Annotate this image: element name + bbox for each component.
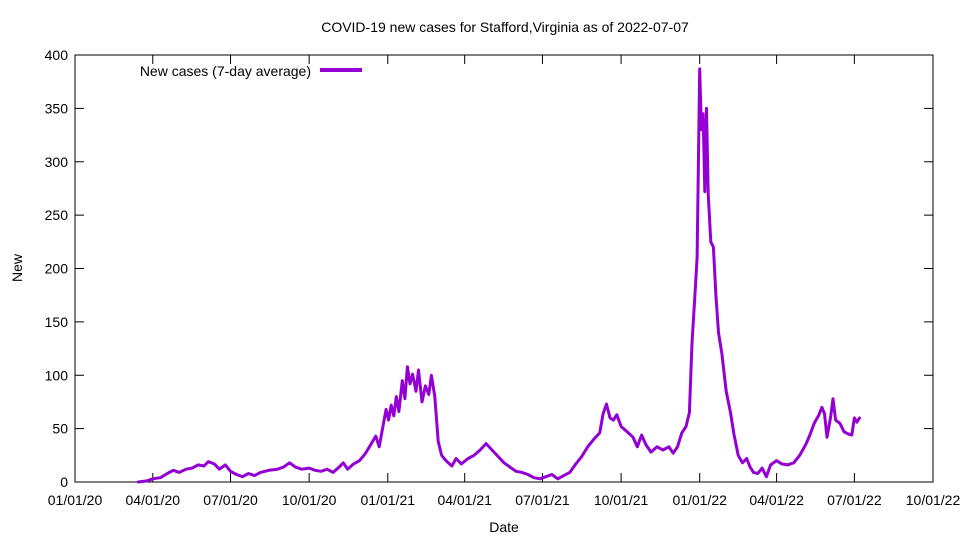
x-tick-label: 07/01/20 [203,492,258,508]
x-tick-label: 04/01/21 [437,492,492,508]
y-tick-label: 200 [45,261,69,277]
y-tick-label: 300 [45,154,69,170]
y-tick-label: 100 [45,367,69,383]
x-tick-label: 04/01/20 [126,492,181,508]
y-tick-label: 0 [60,474,68,490]
y-tick-label: 250 [45,207,69,223]
legend-label: New cases (7-day average) [140,63,311,79]
chart-title: COVID-19 new cases for Stafford,Virginia… [321,19,689,35]
x-tick-label: 07/01/21 [515,492,570,508]
y-tick-label: 150 [45,314,69,330]
x-tick-label: 01/01/20 [48,492,103,508]
x-tick-label: 01/01/21 [361,492,416,508]
y-tick-label: 350 [45,100,69,116]
x-tick-label: 10/01/20 [282,492,337,508]
plot-frame [74,54,934,483]
x-axis-label: Date [489,519,519,535]
x-tick-label: 10/01/21 [594,492,649,508]
y-axis-label: New [9,253,25,282]
x-tick-label: 07/01/22 [827,492,882,508]
y-tick-label: 50 [52,421,68,437]
x-tick-label: 04/01/22 [749,492,804,508]
y-tick-label: 400 [45,47,69,63]
x-tick-label: 10/01/22 [906,492,960,508]
series-line [136,67,861,484]
legend: New cases (7-day average) [140,63,362,79]
x-tick-label: 01/01/22 [672,492,727,508]
